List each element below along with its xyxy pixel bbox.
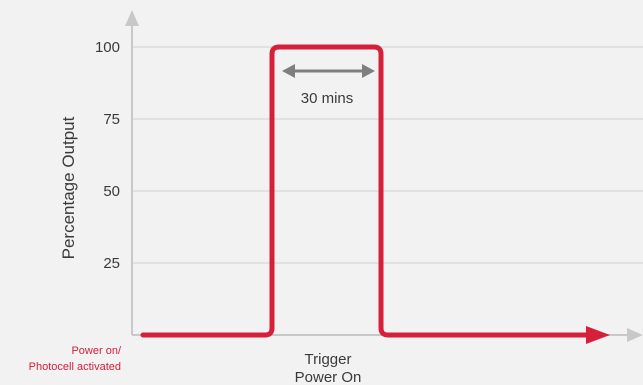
duration-label: 30 mins (301, 90, 354, 107)
trigger-label-line1: Trigger (305, 351, 352, 368)
y-tick-label-50: 50 (103, 183, 120, 200)
series-arrowhead-0 (586, 326, 610, 344)
y-tick-label-25: 25 (103, 255, 120, 272)
x-axis-arrowhead (627, 328, 643, 342)
grid-lines (132, 46, 643, 264)
trigger-label-line2: Power On (295, 369, 362, 385)
y-axis-arrowhead (125, 10, 139, 26)
series-group (140, 44, 610, 344)
duration-arrow-right-head (362, 64, 375, 78)
y-tick-label-75: 75 (103, 111, 120, 128)
origin-label-line1: Power on/ (71, 345, 121, 357)
series-line-0 (140, 44, 595, 338)
y-tick-label-100: 100 (95, 39, 120, 56)
origin-label-line2: Photocell activated (29, 361, 121, 373)
y-axis-label: Percentage Output (59, 116, 78, 259)
y-tick-labels: 25 50 75 100 (95, 39, 120, 272)
axes (125, 10, 643, 342)
duration-arrow-left-head (282, 64, 295, 78)
duration-arrow (282, 64, 375, 78)
